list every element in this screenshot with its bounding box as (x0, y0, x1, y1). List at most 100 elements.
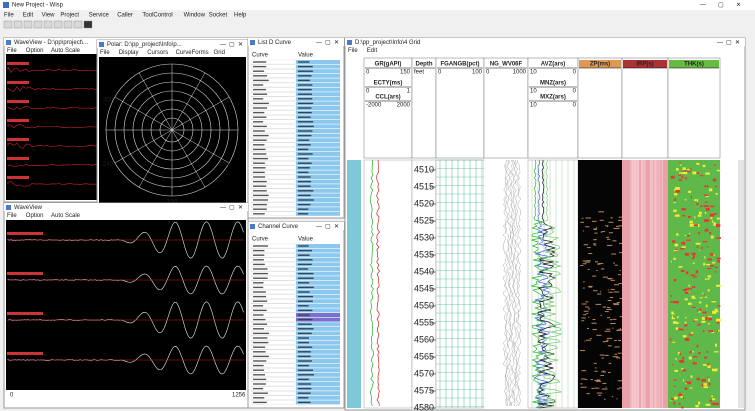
menu-item[interactable]: Grid (214, 50, 225, 56)
thk-speck (703, 293, 705, 296)
thk-speck (692, 171, 697, 175)
list-row-name (250, 271, 296, 276)
window-button[interactable]: ▢ (229, 205, 235, 211)
value-text (298, 401, 311, 404)
list-row-value (296, 165, 340, 170)
menu-item[interactable]: Window (184, 13, 206, 19)
wave-axis (6, 390, 246, 400)
list-row-value (296, 78, 340, 83)
list-row-name (250, 303, 296, 308)
value-text (253, 397, 265, 399)
menu-item[interactable]: Caller (117, 13, 133, 19)
window-button[interactable]: — (220, 205, 226, 211)
toolbar-button[interactable] (83, 20, 93, 29)
menu-item[interactable]: Help (234, 13, 247, 19)
wave-trace (517, 159, 522, 407)
window-button[interactable]: — (717, 40, 723, 46)
window-button[interactable]: ▢ (325, 40, 331, 46)
zp-speck (594, 370, 598, 372)
list-row-value (296, 391, 340, 396)
scale-right: 0 (573, 103, 577, 109)
window-button[interactable]: ▢ (718, 3, 724, 9)
window-button[interactable]: — (700, 3, 706, 9)
value-text (298, 364, 310, 367)
list-row-name (250, 142, 296, 147)
menu-item[interactable]: Socket (209, 13, 228, 19)
value-text (253, 341, 269, 344)
menu-item[interactable]: Service (89, 13, 110, 19)
toolbar-button[interactable] (23, 20, 33, 29)
thk-speck (687, 168, 690, 171)
window-button[interactable]: ✕ (735, 40, 740, 46)
value-text (298, 291, 310, 293)
zp-speck (617, 380, 623, 382)
window-button[interactable]: — (220, 42, 226, 48)
menu-item[interactable]: Project (60, 13, 79, 19)
value-text (298, 194, 311, 197)
list-row-value (296, 133, 340, 138)
window-button[interactable]: ▢ (325, 224, 331, 230)
window-title: List D Curve (258, 40, 292, 46)
window-button[interactable]: — (316, 224, 322, 230)
menu-item[interactable]: Display (119, 50, 139, 56)
list-row-name (250, 184, 296, 189)
window-button[interactable]: ✕ (334, 40, 339, 46)
toolbar-button[interactable] (63, 20, 73, 29)
scale-left: 10 (530, 103, 537, 109)
window-button[interactable]: ▢ (726, 40, 732, 46)
zp-speck (580, 350, 586, 352)
menu-item[interactable]: Cursors (147, 50, 168, 56)
track-name: NG_WV06F (490, 62, 523, 68)
thk-speck (696, 172, 699, 174)
scale-left: 0 (438, 70, 442, 76)
value-text (298, 277, 314, 279)
window-button[interactable]: ✕ (334, 224, 339, 230)
column-header: Value (298, 53, 314, 59)
zp-speck (600, 374, 604, 376)
toolbar-button[interactable] (3, 20, 13, 29)
menu-item[interactable]: File (348, 48, 358, 54)
menu-item[interactable]: Auto Scale (51, 48, 81, 54)
list-row-value (296, 92, 340, 97)
zp-speck (594, 379, 601, 381)
toolbar-button[interactable] (33, 20, 43, 29)
window-button[interactable]: ✕ (238, 42, 243, 48)
scale-left: 0 (366, 70, 370, 76)
menu-item[interactable]: Edit (367, 48, 378, 54)
menu-item[interactable]: Option (26, 48, 44, 54)
value-text (253, 392, 268, 394)
menu-item[interactable]: File (7, 213, 17, 219)
menu-item[interactable]: File (7, 48, 17, 54)
menu-item[interactable]: File (4, 13, 14, 19)
window-button[interactable]: ▢ (229, 42, 235, 48)
zp-speck (616, 329, 622, 331)
menu-item[interactable]: File (100, 50, 110, 56)
window-button[interactable]: — (316, 40, 322, 46)
menu-item[interactable]: CurveForms (176, 50, 209, 56)
value-text (298, 199, 314, 201)
value-text (298, 125, 314, 128)
thk-speck (705, 172, 710, 175)
value-text (253, 387, 264, 390)
toolbar-button[interactable] (53, 20, 63, 29)
thk-speck (696, 162, 700, 165)
window-button[interactable]: ✕ (238, 205, 243, 211)
menu-item[interactable]: View (42, 13, 56, 19)
toolbar-button[interactable] (73, 20, 83, 29)
value-text (253, 98, 264, 100)
list-row-value (296, 87, 340, 92)
menu-item[interactable]: ToolControl (142, 13, 172, 19)
thk-speck (680, 247, 685, 250)
menu-item[interactable]: Edit (23, 13, 34, 19)
toolbar-button[interactable] (43, 20, 53, 29)
trace-label (7, 119, 29, 122)
irp-streak (636, 160, 638, 408)
sub-track-name: ECTY(ms) (374, 81, 403, 87)
irp-streak (634, 160, 636, 408)
zp-speck (599, 354, 605, 356)
toolbar-button[interactable] (13, 20, 23, 29)
list-row-value (296, 73, 340, 78)
window-button[interactable]: ✕ (736, 3, 741, 9)
menu-item[interactable]: Option (26, 213, 44, 219)
menu-item[interactable]: Auto Scale (51, 213, 81, 219)
